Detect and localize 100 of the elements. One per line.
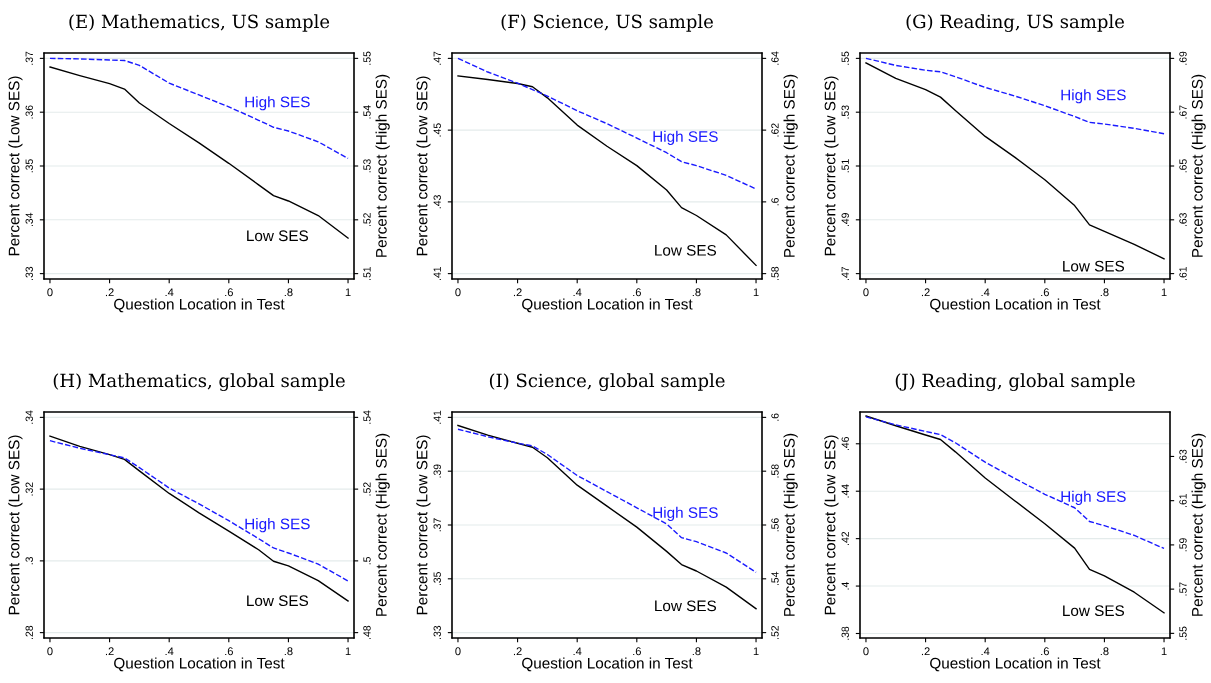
y2-tick-label: .63: [1179, 449, 1187, 463]
line-series: [865, 62, 1165, 260]
series-label: Low SES: [1063, 605, 1125, 617]
x-tick-label: .8: [692, 288, 701, 297]
x-tick-label: .8: [692, 647, 701, 656]
y-tick-label: .35: [25, 159, 33, 173]
y2-tick-label: .58: [771, 464, 779, 478]
series-label: High SES: [245, 96, 310, 111]
series-label: Low SES: [655, 600, 717, 612]
series-label: Low SES: [1063, 260, 1125, 272]
y2-tick-label: .58: [771, 266, 779, 280]
chart-title: (E) Mathematics, US sample: [69, 14, 330, 32]
y-tick-label: .49: [841, 213, 849, 227]
x-tick-label: 0: [455, 288, 461, 297]
y2-tick-label: .51: [363, 266, 371, 280]
x-tick-label: .2: [513, 288, 522, 297]
y2-tick-label: .54: [363, 410, 371, 424]
y-tick-label: .51: [841, 159, 849, 173]
line-series: [865, 415, 1165, 614]
y-axis-title: Percent correct (Low SES): [824, 435, 839, 615]
x-tick-label: .2: [105, 288, 114, 297]
y-tick-label: .34: [25, 410, 33, 424]
line-series: [457, 428, 757, 574]
y2-tick-label: .5: [363, 556, 371, 565]
y-tick-label: .55: [841, 51, 849, 65]
y2-tick-label: .67: [1179, 105, 1187, 119]
y2-tick-label: .56: [771, 518, 779, 532]
y2-axis-title: Percent correct (High SES): [1191, 433, 1206, 616]
x-tick-label: .4: [981, 647, 990, 656]
y2-tick-label: .53: [363, 159, 371, 173]
x-tick-label: .6: [1041, 647, 1049, 656]
y2-tick-label: .48: [363, 625, 371, 639]
line-series: [865, 57, 1165, 135]
x-tick-label: .2: [513, 647, 522, 656]
y2-tick-label: .52: [771, 625, 779, 639]
x-axis-title: Question Location in Test: [522, 657, 693, 672]
y-axis-title: Percent correct (Low SES): [8, 76, 23, 256]
y-tick-label: .33: [433, 625, 441, 639]
y2-tick-label: .55: [363, 51, 371, 65]
y-tick-label: .42: [841, 531, 849, 545]
y2-tick-label: .52: [363, 213, 371, 227]
x-tick-label: .8: [1100, 647, 1109, 656]
x-axis-title: Question Location in Test: [114, 298, 285, 313]
x-tick-label: 0: [863, 647, 869, 656]
y-tick-label: .47: [841, 266, 849, 280]
y-tick-label: .39: [433, 464, 441, 478]
y-tick-label: .32: [25, 482, 33, 496]
y-tick-label: .46: [841, 436, 849, 451]
x-tick-label: .4: [165, 288, 174, 297]
chart-title: (G) Reading, US sample: [906, 14, 1124, 33]
x-tick-label: 1: [1161, 647, 1167, 656]
y2-axis-title: Percent correct (High SES): [375, 433, 390, 616]
y-axis-title: Percent correct (Low SES): [8, 435, 23, 615]
x-tick-label: 1: [345, 288, 351, 297]
x-tick-label: 1: [345, 647, 351, 656]
series-label: High SES: [1061, 89, 1126, 104]
series-label: Low SES: [247, 230, 309, 242]
x-axis-title: Question Location in Test: [114, 657, 285, 672]
x-tick-label: 1: [753, 647, 759, 656]
x-tick-label: 0: [47, 288, 53, 297]
x-axis-title: Question Location in Test: [930, 298, 1101, 313]
x-tick-label: .4: [981, 288, 990, 297]
x-tick-label: .8: [284, 288, 293, 297]
x-tick-label: .6: [633, 647, 641, 656]
y2-tick-label: .59: [1179, 538, 1187, 552]
x-tick-label: .6: [633, 288, 641, 297]
y-tick-label: .28: [25, 625, 33, 639]
y-tick-label: .38: [841, 626, 849, 640]
y2-tick-label: .69: [1179, 51, 1187, 65]
y-tick-label: .37: [25, 51, 33, 65]
y-tick-label: .3: [25, 556, 33, 565]
y2-tick-label: .62: [771, 123, 779, 137]
x-tick-label: .2: [105, 647, 114, 656]
chart-title: (J) Reading, global sample: [895, 373, 1135, 392]
y-tick-label: .41: [433, 266, 441, 280]
x-tick-label: .6: [1041, 288, 1049, 297]
y2-axis-title: Percent correct (High SES): [1191, 74, 1206, 257]
x-tick-label: 1: [1161, 288, 1167, 297]
y-tick-label: .33: [25, 266, 33, 280]
x-tick-label: 0: [455, 647, 461, 656]
x-axis-title: Question Location in Test: [930, 657, 1101, 672]
y-tick-label: .37: [433, 518, 441, 532]
x-axis-title: Question Location in Test: [522, 298, 693, 313]
y2-tick-label: .54: [363, 105, 371, 119]
y-tick-label: .4: [841, 582, 849, 590]
y-tick-label: .41: [433, 410, 441, 424]
y2-axis-title: Percent correct (High SES): [783, 74, 798, 257]
y2-tick-label: .61: [1179, 266, 1187, 280]
x-tick-label: 0: [863, 288, 869, 297]
series-label: Low SES: [655, 244, 717, 256]
chart-title: (H) Mathematics, global sample: [53, 373, 345, 392]
y2-tick-label: .57: [1179, 582, 1187, 596]
line-series: [457, 75, 757, 267]
y-tick-label: .36: [25, 105, 33, 119]
x-tick-label: .4: [573, 288, 582, 297]
y-tick-label: .47: [433, 51, 441, 65]
y-tick-label: .34: [25, 212, 33, 227]
line-series: [457, 424, 757, 610]
series-label: Low SES: [247, 595, 309, 607]
x-tick-label: 0: [47, 647, 53, 656]
